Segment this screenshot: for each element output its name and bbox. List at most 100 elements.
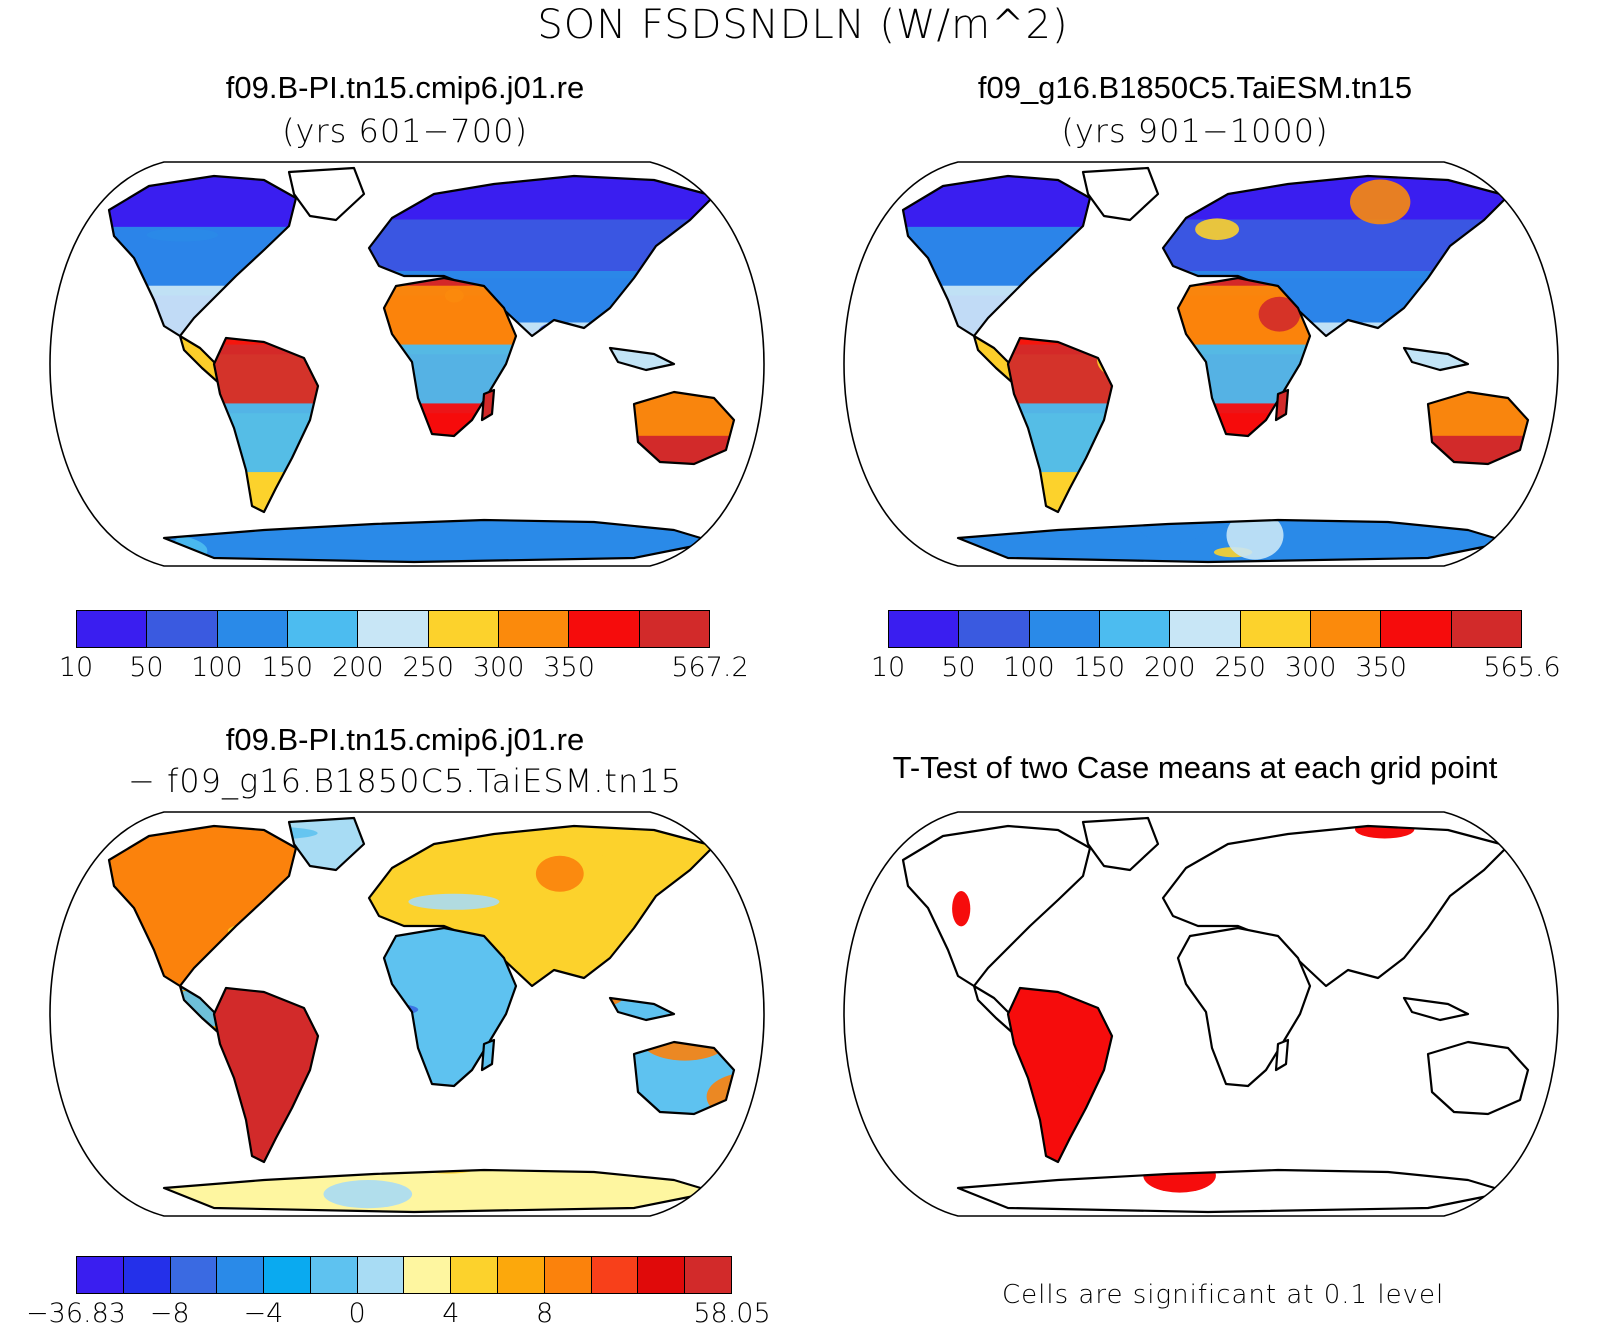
colorbar-tick-label: −36.83 <box>26 1298 126 1329</box>
map-bottom-left <box>49 811 765 1217</box>
colorbar-swatch <box>404 1257 452 1293</box>
colorbar-tick-label: 8 <box>535 1298 554 1329</box>
coastline-australia <box>632 1040 736 1116</box>
significance-note: Cells are significant at 0.1 level <box>1002 1280 1445 1310</box>
colorbar-swatch <box>1029 611 1100 647</box>
colorbar-tick-label: 0 <box>348 1298 366 1329</box>
colorbar-swatch <box>544 1257 592 1293</box>
colorbar-swatch <box>147 611 218 647</box>
colorbar-swatch <box>1310 611 1382 647</box>
land-madagascar <box>1276 390 1288 420</box>
panel-title-top-right: f09_g16.B1850C5.TaiESM.tn15 <box>977 70 1413 105</box>
land-madagascar <box>482 1040 494 1070</box>
coastline-namerica <box>901 174 1092 338</box>
colorbar-tick-label: 150 <box>1073 652 1126 683</box>
coastline-australia <box>1426 1040 1530 1116</box>
colorbar-tick-label: 250 <box>402 652 454 683</box>
colorbar-swatch <box>1451 611 1521 647</box>
coastline-indonesia <box>1402 346 1470 372</box>
coastline-africa <box>382 276 518 438</box>
colorbar-swatch <box>959 611 1030 647</box>
coastline-greenland <box>1081 816 1160 872</box>
colorbar-swatch <box>358 611 429 647</box>
colorbar-tick-label: 4 <box>442 1298 460 1329</box>
panel-subtitle-top-left: (yrs 601−700) <box>282 112 528 150</box>
colorbar-tick-label: 350 <box>543 652 595 683</box>
colorbar-swatch <box>639 611 709 647</box>
coastline-namerica <box>901 824 1092 988</box>
colorbar-tick-label: 100 <box>1003 652 1055 683</box>
coastline-africa <box>382 926 518 1088</box>
coastline-greenland <box>1081 166 1160 222</box>
panel-title-bottom-left: f09.B-PI.tn15.cmip6.j01.re <box>225 722 585 757</box>
colorbar-swatch <box>1381 611 1452 647</box>
colorbar-swatch <box>77 611 148 647</box>
colorbar-tick-label: 10 <box>58 652 94 683</box>
map-border <box>49 811 765 1217</box>
colorbar-tick-label: 200 <box>1143 652 1196 683</box>
coastline-samerica <box>1006 336 1114 514</box>
panel-subtitle-top-right: (yrs 901−1000) <box>1061 112 1329 150</box>
colorbar-tick-label: 300 <box>1284 652 1337 683</box>
coastline-namerica <box>107 174 298 338</box>
coastline-africa <box>1176 276 1312 438</box>
coastline-antarctica <box>162 518 716 564</box>
coastline-indonesia <box>608 996 676 1022</box>
colorbar-swatch <box>1099 611 1171 647</box>
colorbar-swatch <box>1170 611 1241 647</box>
colorbar-tick-label: 350 <box>1355 652 1407 683</box>
colorbar-swatch <box>217 1257 265 1293</box>
colorbar-tick-label: 10 <box>870 652 906 683</box>
colorbar-tick-label: −8 <box>149 1298 190 1329</box>
panel-title-top-left: f09.B-PI.tn15.cmip6.j01.re <box>225 70 585 105</box>
coastline-antarctica <box>956 1168 1510 1214</box>
colorbar-swatch <box>357 1257 405 1293</box>
coastline-indonesia <box>1402 996 1470 1022</box>
map-border <box>843 161 1559 567</box>
colorbar-swatch <box>638 1257 686 1293</box>
colorbar-diff-ticks: −36.83 −8 −4 0 4 8 58.05 <box>0 1298 800 1329</box>
colorbar-swatch <box>310 1257 358 1293</box>
colorbar-case2 <box>888 610 1522 648</box>
colorbar-tick-label: 100 <box>191 652 243 683</box>
colorbar-swatch <box>77 1257 124 1293</box>
land-madagascar <box>482 390 494 420</box>
colorbar-case2-ticks: 10 50 100 150 200 250 300 350 565.6 <box>0 652 1606 686</box>
panel-subtitle-bottom-left: − f09_g16.B1850C5.TaiESM.tn15 <box>128 762 682 800</box>
map-border <box>49 161 765 567</box>
coastline-madagascar <box>480 388 496 422</box>
coastline-madagascar <box>1274 388 1290 422</box>
colorbar-tick-label: 250 <box>1214 652 1266 683</box>
colorbar-swatch <box>591 1257 639 1293</box>
land-madagascar <box>1276 1040 1288 1070</box>
colorbar-case1-ticks: 10 50 100 150 200 250 300 350 567.2 <box>0 652 800 686</box>
coastline-greenland <box>287 816 366 872</box>
colorbar-swatch <box>428 611 499 647</box>
main-title: SON FSDSNDLN (W/m^2) <box>537 2 1069 48</box>
coastline-samerica <box>212 986 320 1164</box>
coastline-samerica <box>212 336 320 514</box>
coastline-australia <box>1426 390 1530 466</box>
coastline-antarctica <box>162 1168 716 1214</box>
colorbar-tick-label: 150 <box>261 652 314 683</box>
colorbar-swatch <box>889 611 960 647</box>
coastline-africa <box>1176 926 1312 1088</box>
colorbar-swatch <box>498 611 570 647</box>
colorbar-swatch <box>217 611 288 647</box>
coastline-australia <box>632 390 736 466</box>
colorbar-swatch <box>170 1257 218 1293</box>
colorbar-tick-label: 300 <box>472 652 525 683</box>
colorbar-swatch <box>451 1257 499 1293</box>
coastline-samerica <box>1006 986 1114 1164</box>
colorbar-tick-label: 58.05 <box>693 1298 771 1329</box>
colorbar-tick-label: 567.2 <box>671 652 749 683</box>
coastline-madagascar <box>480 1038 496 1072</box>
coastline-indonesia <box>608 346 676 372</box>
coastline-antarctica <box>956 518 1510 564</box>
colorbar-swatch <box>498 1257 545 1293</box>
colorbar-swatch <box>264 1257 311 1293</box>
colorbar-swatch <box>123 1257 171 1293</box>
panel-title-bottom-right: T-Test of two Case means at each grid po… <box>892 750 1498 785</box>
colorbar-diff <box>76 1256 732 1294</box>
colorbar-tick-label: 50 <box>941 652 976 683</box>
